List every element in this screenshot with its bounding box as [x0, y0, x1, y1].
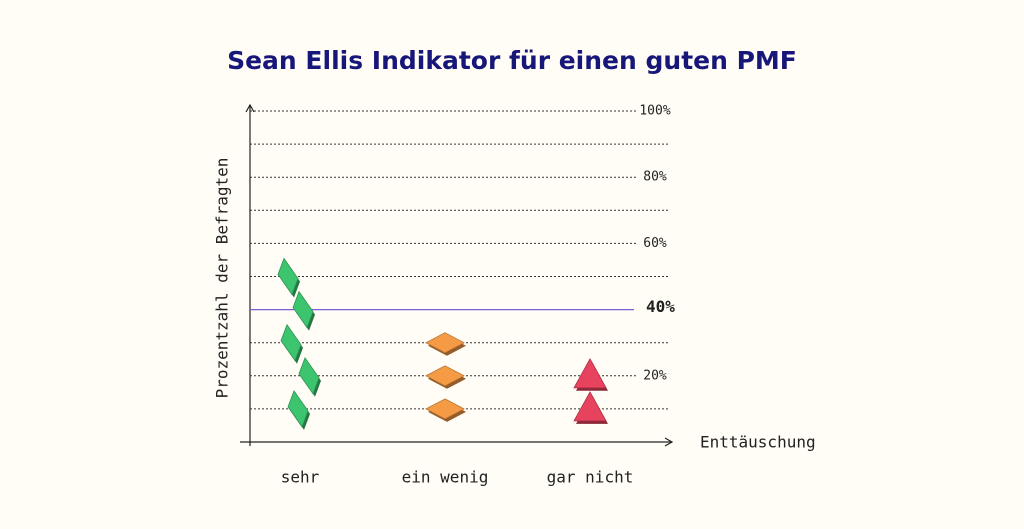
- y-tick-label: 100%: [639, 104, 670, 119]
- x-tick-label: gar nicht: [547, 468, 634, 487]
- icon: [573, 391, 608, 424]
- x-axis-label: Enttäuschung: [700, 433, 816, 452]
- icon-face: [298, 356, 320, 395]
- icon-face: [425, 365, 465, 387]
- icon-face: [573, 357, 607, 389]
- chart-title: Sean Ellis Indikator für einen guten PMF: [227, 46, 797, 75]
- icon-face: [287, 390, 309, 428]
- icon: [292, 290, 315, 331]
- y-tick-label: 20%: [643, 368, 667, 383]
- y-axis-label: Prozentzahl der Befragten: [213, 158, 232, 399]
- y-axis-arrow: [245, 103, 255, 113]
- icon: [425, 332, 466, 356]
- tick-label-bg: [637, 103, 673, 119]
- icon: [425, 398, 466, 422]
- tick-label-bg: [637, 235, 673, 252]
- icon-face: [280, 323, 302, 362]
- y-tick-label: 80%: [643, 170, 667, 185]
- x-tick-label: ein wenig: [402, 468, 489, 487]
- icon-face: [425, 398, 465, 420]
- icon: [298, 356, 321, 397]
- y-tick-label: 60%: [643, 236, 667, 251]
- icon-face: [425, 332, 465, 354]
- icon: [573, 357, 608, 391]
- icon-face: [277, 257, 299, 296]
- tick-label-bg: [637, 367, 673, 384]
- icon: [277, 257, 300, 298]
- tick-label-bg: [637, 169, 673, 186]
- icon: [287, 390, 310, 430]
- x-axis-arrow: [664, 437, 674, 447]
- icon-face: [573, 391, 607, 422]
- x-tick-label: sehr: [281, 468, 320, 487]
- icon: [280, 323, 303, 364]
- icon: [425, 365, 466, 389]
- icon-face: [292, 290, 314, 329]
- threshold-label: 40%: [646, 297, 675, 316]
